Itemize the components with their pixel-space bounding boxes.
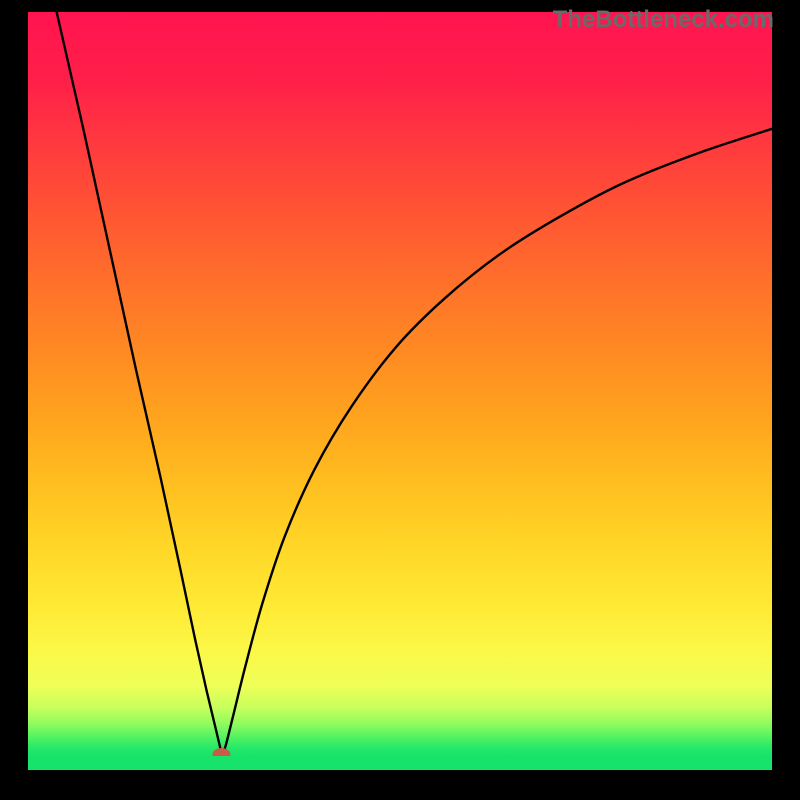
watermark-text: TheBottleneck.com xyxy=(553,6,774,34)
chart-svg xyxy=(0,0,800,800)
stage: TheBottleneck.com xyxy=(0,0,800,800)
plot-area xyxy=(28,12,772,761)
bottom-green-band xyxy=(28,756,772,770)
